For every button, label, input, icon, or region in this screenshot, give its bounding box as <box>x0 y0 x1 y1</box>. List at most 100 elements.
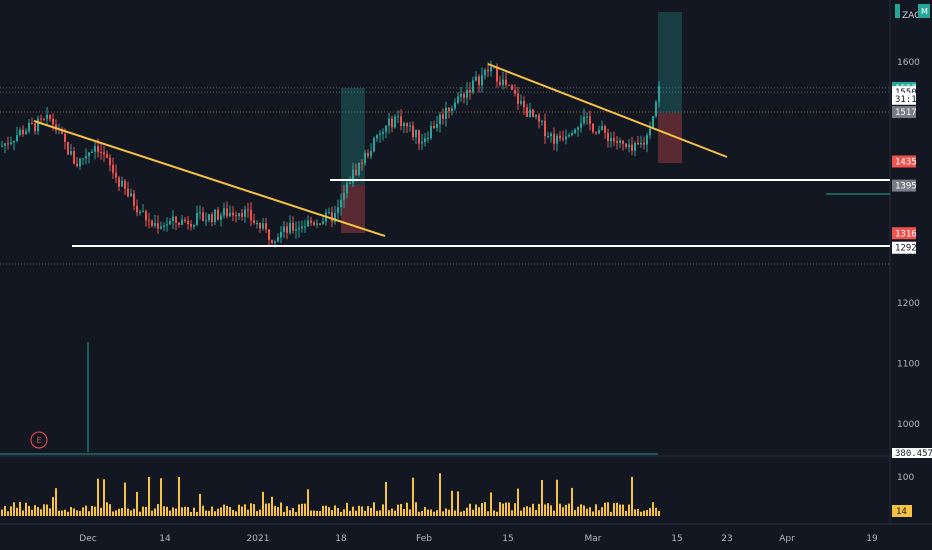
candle-body-105 <box>316 223 318 225</box>
volume-bar-180 <box>541 479 543 516</box>
candle-body-76 <box>229 212 231 217</box>
candle-body-202 <box>607 132 609 142</box>
volume-bar-174 <box>523 507 525 516</box>
volume-bar-47 <box>142 506 144 516</box>
candle-body-188 <box>565 136 567 140</box>
volume-bar-44 <box>133 508 135 516</box>
position-boxes[interactable] <box>341 12 682 233</box>
candle-body-192 <box>577 127 579 130</box>
volume-bar-125 <box>376 510 378 516</box>
position-profit-zone-2[interactable] <box>658 12 682 113</box>
volume-bar-66 <box>199 493 201 516</box>
last-price-flag <box>895 4 900 18</box>
volume-bar-83 <box>250 503 252 516</box>
corner-badge[interactable] <box>918 4 930 18</box>
trend-line-2[interactable] <box>487 63 728 158</box>
drawings[interactable] <box>33 63 890 247</box>
candle-body-10 <box>31 123 33 125</box>
candle-body-32 <box>97 146 99 152</box>
volume-bar-208 <box>625 510 627 516</box>
volume-bar-218 <box>655 507 657 516</box>
volume-bar-123 <box>370 507 372 516</box>
candle-body-41 <box>124 180 126 189</box>
volume-bar-102 <box>307 489 309 516</box>
candle-body-135 <box>406 123 408 127</box>
candle-body-53 <box>160 226 162 229</box>
volume-bar-184 <box>553 510 555 516</box>
candle-body-8 <box>25 131 27 135</box>
time-tick-19: 19 <box>866 534 878 544</box>
volume-bar-90 <box>271 496 273 516</box>
volume-bar-46 <box>139 511 141 516</box>
candle-body-106 <box>319 223 321 225</box>
symbol-label[interactable]: ZAC <box>902 11 920 21</box>
price-tag-31-12 <box>892 92 916 105</box>
candle-body-15 <box>46 114 48 119</box>
volume-bar-61 <box>184 506 186 516</box>
candle-body-216 <box>649 128 651 136</box>
volume-bar-186 <box>559 503 561 516</box>
candle-body-61 <box>184 219 186 221</box>
price-tag-1395 <box>892 179 916 192</box>
volume-bar-166 <box>499 502 501 516</box>
candle-body-176 <box>529 109 531 117</box>
volume-bar-87 <box>262 491 264 516</box>
candle-body-6 <box>19 129 21 136</box>
volume-bar-137 <box>412 477 414 516</box>
candle-body-67 <box>202 212 204 221</box>
volume-bar-14 <box>43 504 45 516</box>
candle-body-170 <box>511 85 513 90</box>
volume-bar-155 <box>466 507 468 516</box>
candle-body-207 <box>622 140 624 144</box>
volume-bar-80 <box>241 506 243 516</box>
volume-bar-35 <box>106 502 108 516</box>
volume-bar-183 <box>550 505 552 516</box>
volume-bar-195 <box>586 508 588 516</box>
volume-bar-16 <box>49 508 51 516</box>
candle-body-102 <box>307 220 309 227</box>
volume-bar-128 <box>385 481 387 516</box>
volume-bar-75 <box>226 505 228 516</box>
earnings-event-marker[interactable] <box>30 431 48 449</box>
candle-body-178 <box>535 115 537 117</box>
volume-bar-62 <box>187 507 189 516</box>
volume-bar-143 <box>430 509 432 516</box>
volume-bar-43 <box>130 510 132 516</box>
trend-line-1[interactable] <box>33 120 386 237</box>
volume-bar-1 <box>4 506 6 516</box>
candle-body-16 <box>49 114 51 119</box>
volume-bar-217 <box>652 502 654 516</box>
candle-body-20 <box>61 128 63 134</box>
candle-body-203 <box>610 138 612 142</box>
candle-body-136 <box>409 125 411 127</box>
volume-bar-205 <box>616 502 618 516</box>
candle-body-119 <box>358 162 360 175</box>
volume-bar-157 <box>472 509 474 516</box>
candle-body-46 <box>139 211 141 213</box>
candle-body-177 <box>532 109 534 117</box>
candle-body-187 <box>562 138 564 140</box>
candle-body-211 <box>634 142 636 151</box>
volume-bar-206 <box>619 504 621 516</box>
candle-body-51 <box>154 223 156 226</box>
candle-body-47 <box>142 211 144 213</box>
volume-bar-18 <box>55 488 57 516</box>
candle-body-82 <box>247 209 249 211</box>
candle-body-69 <box>208 214 210 221</box>
candle-body-93 <box>280 232 282 238</box>
volume-bar-119 <box>358 505 360 516</box>
indicator-value-label: 380.457K <box>895 449 932 459</box>
candle-body-155 <box>466 90 468 98</box>
volume-bar-4 <box>13 502 15 516</box>
volume-bar-81 <box>244 504 246 516</box>
candle-body-166 <box>499 81 501 85</box>
price-tag-1292 <box>892 241 916 254</box>
volume-bar-21 <box>64 509 66 516</box>
candle-body-131 <box>394 116 396 128</box>
volume-bar-95 <box>286 506 288 516</box>
candles <box>1 60 660 248</box>
volume-bar-161 <box>484 502 486 516</box>
volume-bar-42 <box>127 508 129 516</box>
